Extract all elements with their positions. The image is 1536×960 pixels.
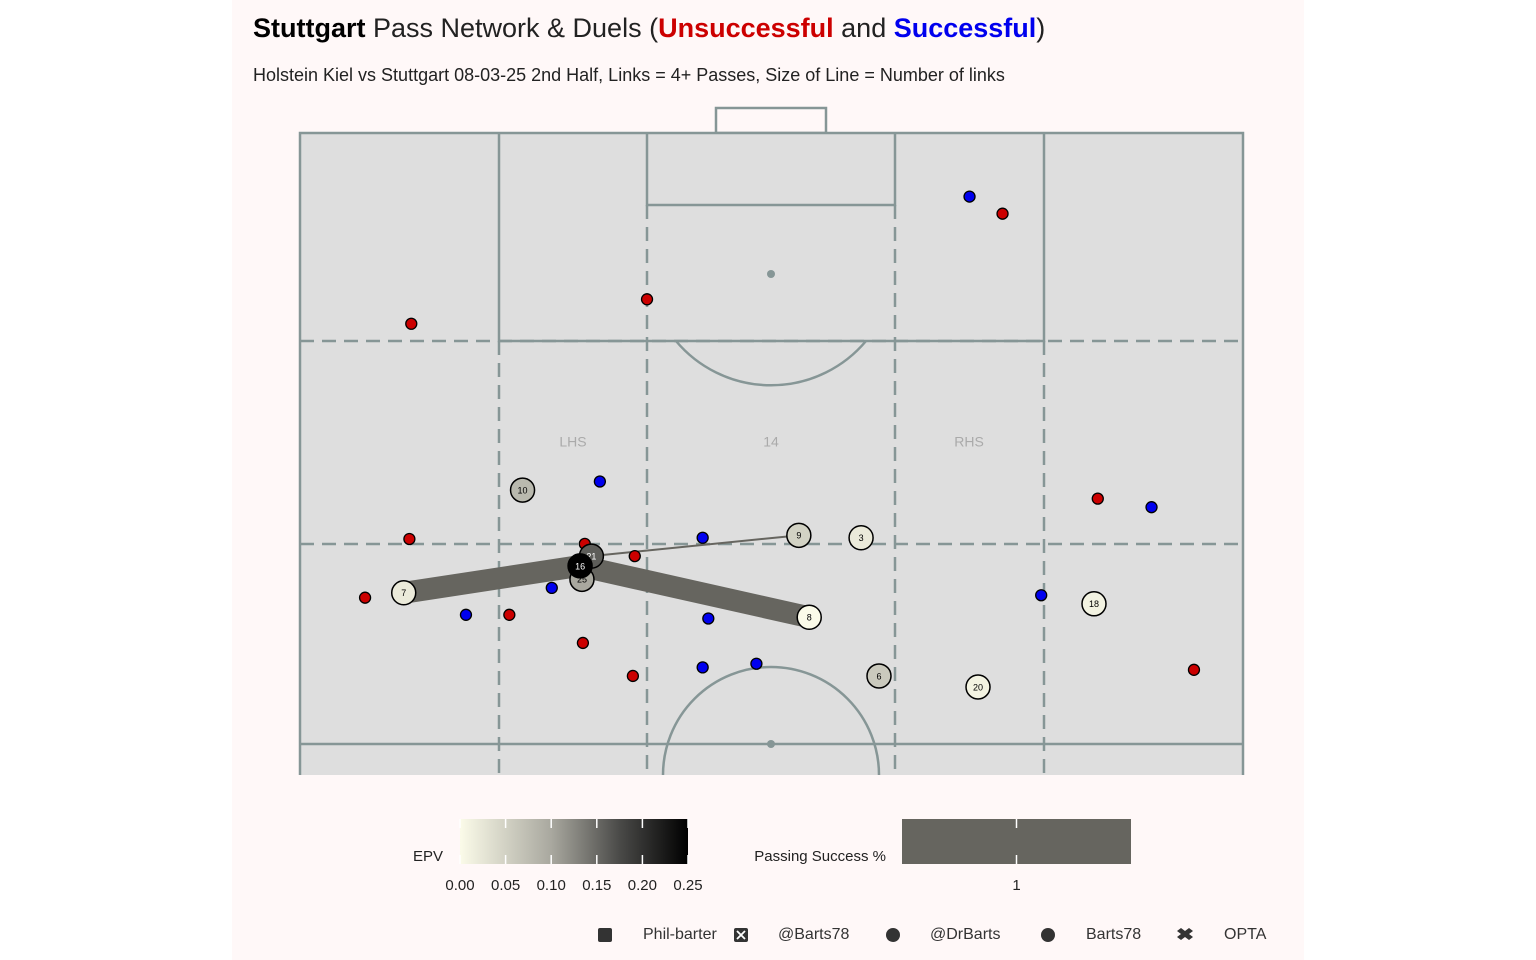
centre-circle [661, 665, 881, 776]
player-node [509, 477, 536, 503]
pass-link [402, 555, 582, 604]
legend-title: EPV [413, 848, 443, 865]
credit: Barts78 [1086, 926, 1141, 943]
player-number: 18 [1089, 599, 1099, 609]
player-number: 10 [518, 485, 528, 495]
zone-label: RHS [954, 434, 984, 450]
github-icon [1041, 928, 1055, 942]
player-number: 25 [577, 575, 587, 585]
duel-point [996, 207, 1009, 220]
epv-colorbar [460, 819, 688, 864]
zone-label: LHS [559, 434, 586, 450]
player-node [848, 525, 874, 551]
duel-point [626, 669, 640, 683]
legend-tick-label: 1 [1012, 877, 1020, 894]
duel-point [696, 531, 709, 544]
player-number: 9 [796, 531, 801, 541]
player-node [786, 522, 812, 549]
legend-title: Passing Success % [754, 848, 886, 865]
legend-tick-label: 0.05 [491, 877, 520, 894]
legend-tick-label: 0.20 [628, 877, 657, 894]
player-node [567, 553, 593, 579]
pitch: LHS 14 RHS [298, 106, 1245, 776]
pass-link [577, 555, 812, 628]
credit: Phil-barter [643, 926, 717, 943]
title-text: Pass Network & Duels ( [365, 13, 658, 43]
duel-point [358, 591, 372, 604]
footer [598, 928, 1193, 942]
player-number: 6 [876, 671, 881, 681]
duel-point [750, 657, 763, 670]
penalty-spot [767, 270, 775, 278]
mastodon-icon [886, 928, 900, 942]
duel-point [405, 317, 418, 330]
duel-point [1145, 501, 1158, 514]
duel-point [1035, 589, 1048, 602]
credit: @DrBarts [930, 926, 1000, 943]
legend-tick-label: 0.00 [445, 877, 474, 894]
duel-point [1091, 492, 1104, 505]
player-number: 16 [575, 561, 585, 571]
duel-point [963, 190, 976, 203]
player-number: 20 [973, 682, 983, 692]
player-node [965, 674, 991, 700]
legend-tick-label: 0.10 [537, 877, 566, 894]
title-text: and [834, 13, 894, 43]
duel-point [1187, 663, 1201, 676]
six-yard-box [645, 133, 897, 207]
legend-tick-label: 0.15 [582, 877, 611, 894]
x-icon-mark [736, 930, 746, 940]
player-number: 8 [807, 613, 812, 623]
player-number: 3 [859, 533, 864, 543]
penalty-arc [675, 340, 867, 387]
legend-tick-label: 0.25 [673, 877, 702, 894]
linkedin-icon [598, 928, 612, 942]
player-number: 7 [401, 588, 406, 598]
duel-point [503, 608, 516, 621]
duel-point [576, 636, 590, 650]
title-successful: Successful [894, 13, 1037, 43]
player-node [866, 663, 892, 689]
credit: @Barts78 [778, 926, 849, 943]
duel-point [593, 475, 607, 488]
pitch-surface [300, 133, 1243, 775]
pitch-outline [298, 131, 1245, 775]
subtitle: Holstein Kiel vs Stuttgart 08-03-25 2nd … [253, 65, 1005, 85]
duel-point [640, 293, 654, 306]
duel-point [459, 608, 473, 621]
duel-point [545, 581, 558, 595]
pass-link [591, 534, 799, 558]
title-unsuccessful: Unsuccessful [658, 13, 834, 43]
duel-point [403, 532, 416, 546]
duel-point [702, 612, 715, 625]
title-team: Stuttgart [253, 13, 365, 43]
duel-point [628, 549, 641, 563]
dropbox-icon [1177, 928, 1193, 940]
zone-label: 14 [763, 434, 779, 450]
centre-spot [767, 740, 775, 748]
player-number: 21 [586, 551, 596, 561]
player-node [390, 580, 417, 606]
title-text: ) [1036, 13, 1045, 43]
player-node [1081, 591, 1107, 617]
duel-point [696, 661, 709, 674]
chart-title: Stuttgart Pass Network & Duels (Unsucces… [253, 13, 1045, 43]
credit: OPTA [1224, 926, 1267, 943]
player-node [796, 604, 822, 631]
